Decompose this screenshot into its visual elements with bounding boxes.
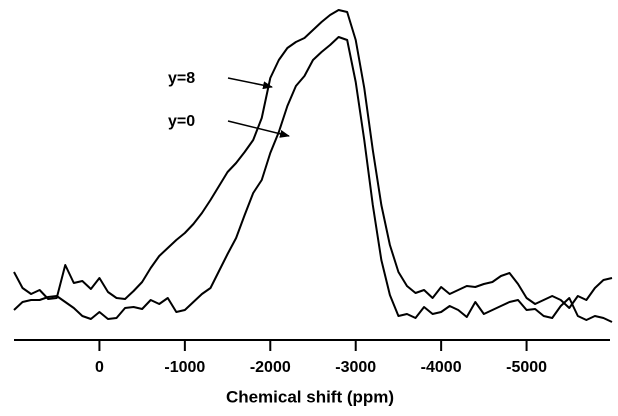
series-line [13, 36, 613, 323]
x-tick-label: -1000 [164, 359, 205, 376]
x-axis-title: Chemical shift (ppm) [226, 387, 394, 406]
x-tick-label: -4000 [421, 359, 462, 376]
label-arrow [227, 77, 273, 90]
x-tick-label: 0 [95, 359, 104, 376]
x-tick-label: -2000 [250, 359, 291, 376]
series-line [13, 9, 613, 309]
x-tick-label: -5000 [506, 359, 547, 376]
series-label: y=8 [168, 70, 195, 87]
series-label: y=0 [168, 113, 195, 130]
x-tick-label: -3000 [335, 359, 376, 376]
